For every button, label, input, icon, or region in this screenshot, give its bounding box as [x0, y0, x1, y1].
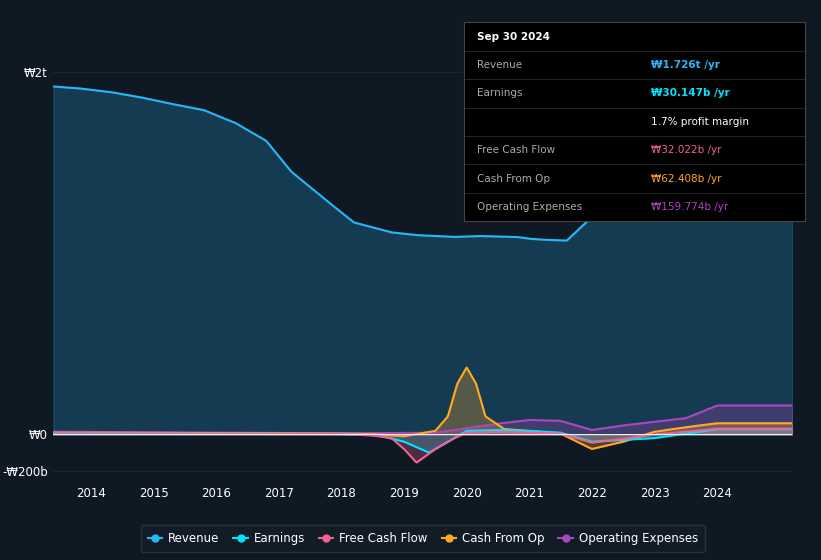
Text: Earnings: Earnings: [478, 88, 523, 99]
Text: Free Cash Flow: Free Cash Flow: [478, 145, 556, 155]
Text: ₩30.147b /yr: ₩30.147b /yr: [651, 88, 730, 99]
Text: Cash From Op: Cash From Op: [478, 174, 551, 184]
Text: ₩62.408b /yr: ₩62.408b /yr: [651, 174, 722, 184]
Text: ₩159.774b /yr: ₩159.774b /yr: [651, 202, 728, 212]
Text: 1.7% profit margin: 1.7% profit margin: [651, 117, 750, 127]
Text: ₩32.022b /yr: ₩32.022b /yr: [651, 145, 722, 155]
Text: ₩1.726t /yr: ₩1.726t /yr: [651, 60, 720, 70]
Text: Sep 30 2024: Sep 30 2024: [478, 31, 551, 41]
Text: Revenue: Revenue: [478, 60, 523, 70]
Legend: Revenue, Earnings, Free Cash Flow, Cash From Op, Operating Expenses: Revenue, Earnings, Free Cash Flow, Cash …: [140, 525, 705, 552]
Text: Operating Expenses: Operating Expenses: [478, 202, 583, 212]
